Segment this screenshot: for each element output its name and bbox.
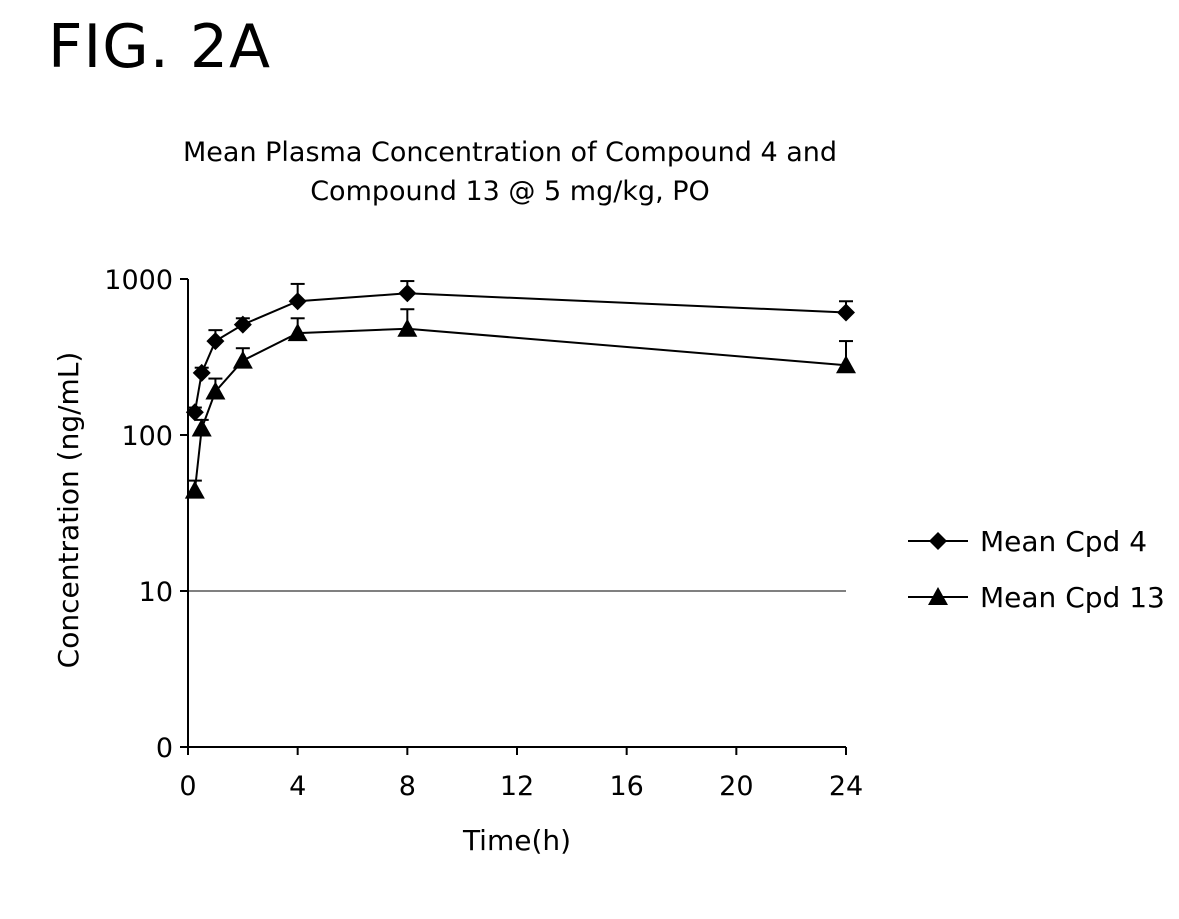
series-1 <box>185 280 855 422</box>
data-point <box>837 303 855 322</box>
x-tick-label: 8 <box>399 771 416 802</box>
y-tick-label: 1000 <box>104 265 173 296</box>
data-point <box>191 418 212 437</box>
x-tick-label: 4 <box>289 771 306 802</box>
y-tick-label: 100 <box>121 421 173 452</box>
series-2 <box>184 308 856 499</box>
data-point <box>288 292 307 311</box>
series-line <box>193 292 847 413</box>
y-tick-label: 10 <box>139 577 173 608</box>
data-point <box>397 318 418 337</box>
series <box>184 280 856 499</box>
axis-ticks: 0 10 100 1000 0 4 8 12 16 20 24 <box>104 265 863 802</box>
legend: Mean Cpd 4 Mean Cpd 13 <box>908 525 1165 614</box>
data-point <box>185 403 204 422</box>
legend-label: Mean Cpd 13 <box>980 581 1165 614</box>
x-tick-label: 0 <box>179 771 196 802</box>
chart-title-line-1: Mean Plasma Concentration of Compound 4 … <box>183 137 837 168</box>
data-point <box>205 381 226 400</box>
y-axis-label: Concentration (ng/mL) <box>52 352 85 669</box>
data-point <box>398 284 417 303</box>
x-tick-label: 24 <box>829 771 863 802</box>
legend-label: Mean Cpd 4 <box>980 525 1147 558</box>
legend-marker <box>928 587 948 605</box>
data-point <box>206 332 225 351</box>
y-tick-label: 0 <box>156 733 173 764</box>
x-tick-label: 16 <box>609 771 643 802</box>
legend-item: Mean Cpd 4 <box>908 525 1147 558</box>
x-tick-label: 20 <box>719 771 753 802</box>
data-point <box>287 323 308 342</box>
x-tick-label: 12 <box>500 771 534 802</box>
data-point <box>232 350 253 369</box>
legend-marker <box>929 532 947 550</box>
data-point <box>184 480 205 499</box>
series-line <box>193 327 847 491</box>
data-point <box>836 355 856 374</box>
data-point <box>192 363 211 382</box>
axes <box>187 279 846 748</box>
x-axis-label: Time(h) <box>462 824 571 857</box>
chart-title: Mean Plasma Concentration of Compound 4 … <box>110 133 910 211</box>
chart-title-line-2: Compound 13 @ 5 mg/kg, PO <box>310 176 710 207</box>
data-point <box>233 315 252 334</box>
legend-item: Mean Cpd 13 <box>908 581 1165 614</box>
figure-label: FIG. 2A <box>48 12 272 82</box>
